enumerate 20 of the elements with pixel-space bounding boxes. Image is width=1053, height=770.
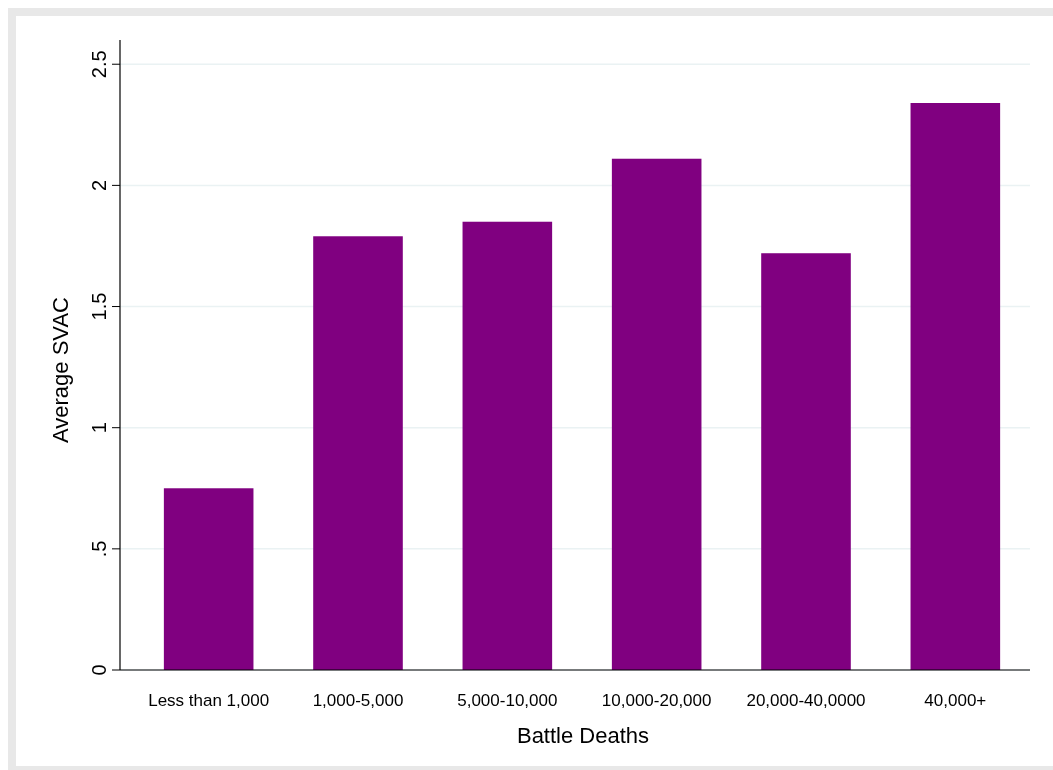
bar [462, 221, 553, 670]
x-tick-label: 40,000+ [924, 691, 987, 710]
x-tick-label: 5,000-10,000 [457, 691, 558, 710]
y-axis-title: Average SVAC [48, 296, 73, 443]
bar [761, 253, 851, 670]
x-tick-label: 10,000-20,000 [601, 691, 712, 710]
x-tick-label: 1,000-5,000 [312, 691, 404, 710]
y-tick-label: 2 [88, 179, 110, 191]
x-tick-label: Less than 1,000 [148, 691, 270, 710]
y-tick-label: 2.5 [88, 50, 110, 79]
y-tick-label: .5 [88, 540, 110, 558]
y-tick-label: 1 [88, 422, 110, 434]
bar [611, 158, 702, 670]
bar [910, 103, 1001, 670]
y-tick-label: 0 [88, 664, 110, 676]
bar [163, 488, 254, 670]
x-tick-label: 20,000-40,0000 [746, 691, 866, 710]
x-axis-title: Battle Deaths [516, 723, 650, 748]
bar [313, 236, 403, 670]
y-tick-label: 1.5 [88, 292, 110, 321]
